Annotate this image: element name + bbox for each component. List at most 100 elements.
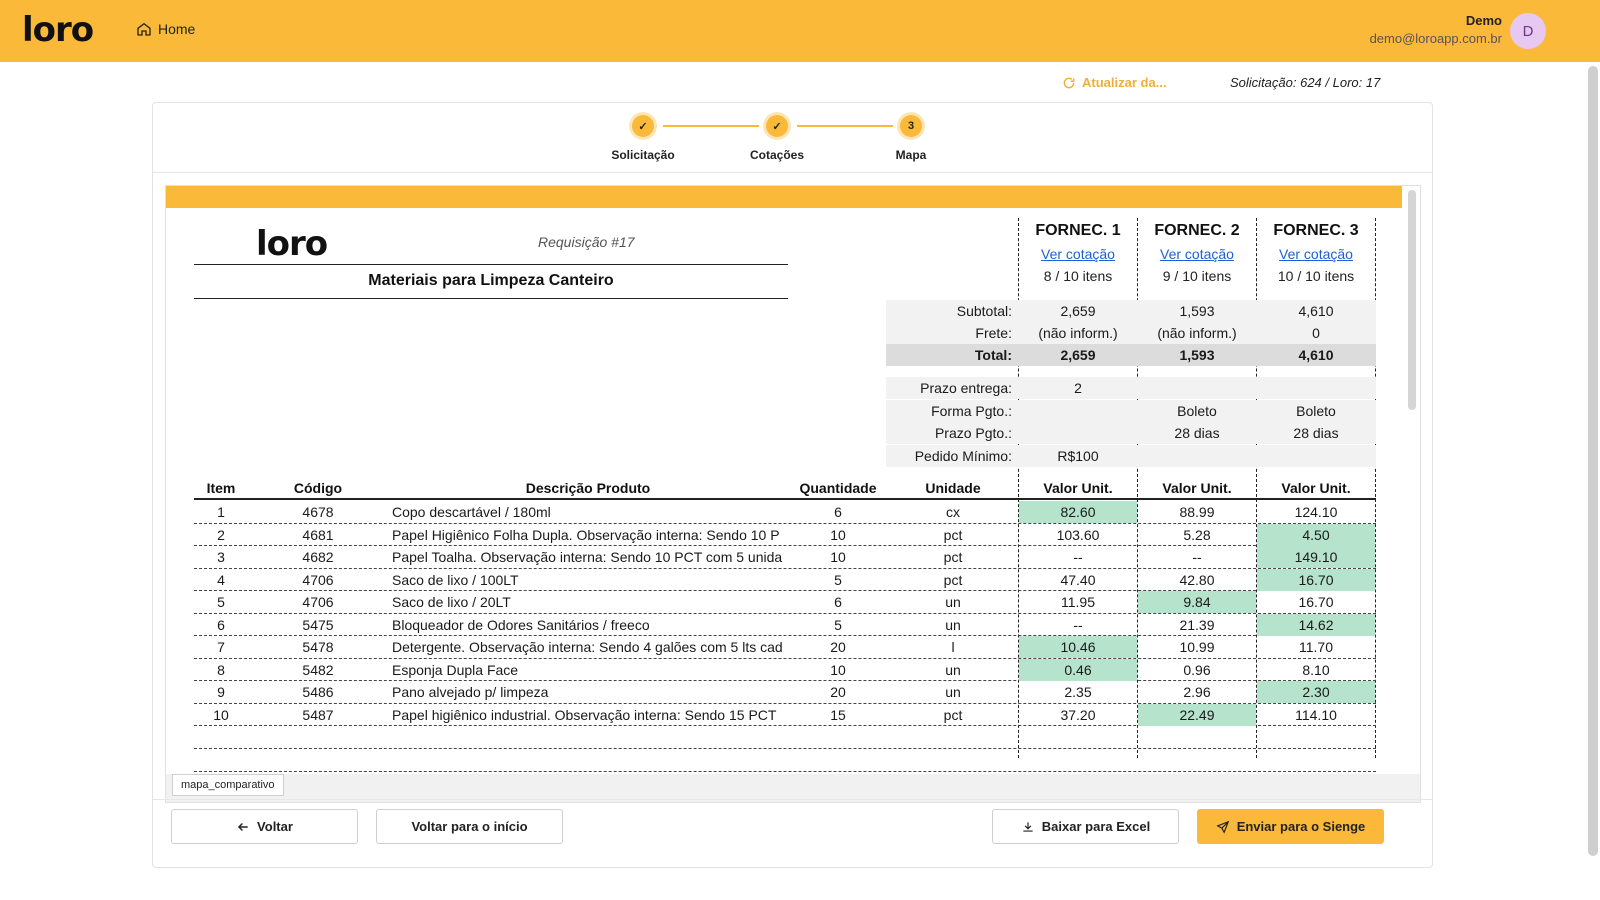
price-supplier-3: 114.10 — [1295, 706, 1337, 723]
send-to-sienge-label: Enviar para o Sienge — [1236, 819, 1366, 834]
item-description: Detergente. Observação interna: Sendo 4 … — [392, 639, 783, 655]
item-description: Papel Toalha. Observação interna: Sendo … — [392, 549, 783, 565]
column-header-price-2: Valor Unit. — [1162, 480, 1232, 496]
item-unit: un — [945, 594, 961, 610]
table-row: 5 4706 Saco de lixo / 20LT 6 un 11.95 9.84 16.7… — [194, 591, 1376, 614]
item-unit: pct — [943, 549, 963, 565]
download-excel-label: Baixar para Excel — [1041, 819, 1151, 834]
sheet-scrollbar[interactable] — [1408, 190, 1416, 410]
price-supplier-2: 0.96 — [1183, 661, 1211, 678]
item-code: 5482 — [302, 661, 334, 678]
price-supplier-1: 47.40 — [1060, 571, 1096, 588]
document-logo: loro — [256, 224, 328, 264]
item-description: Papel Higiênico Folha Dupla. Observação … — [392, 526, 780, 543]
back-button[interactable]: Voltar — [171, 809, 358, 844]
summary-label: Forma Pgto.: — [931, 403, 1012, 419]
summary-label: Subtotal: — [956, 303, 1012, 319]
app-logo[interactable]: loro — [22, 10, 94, 50]
supplier-name: FORNEC. 2 — [1154, 222, 1240, 239]
view-quote-link[interactable]: Ver cotação — [1160, 246, 1234, 262]
item-number: 5 — [217, 594, 225, 610]
item-number: 7 — [217, 639, 225, 655]
item-quantity: 10 — [830, 526, 846, 543]
column-header-price-1: Valor Unit. — [1043, 480, 1113, 496]
summary-value: 2,659 — [1060, 303, 1096, 319]
item-unit: l — [951, 639, 955, 655]
item-unit: pct — [943, 526, 963, 543]
price-supplier-3: 2.30 — [1257, 681, 1375, 703]
summary-value: 2,659 — [1060, 347, 1096, 363]
download-excel-button[interactable]: Baixar para Excel — [992, 809, 1179, 844]
back-to-start-button[interactable]: Voltar para o início — [376, 809, 563, 844]
step-solicitacao[interactable]: ✓ Solicitação — [593, 115, 693, 162]
table-row: 7 5478 Detergente. Observação interna: Sen… — [194, 636, 1376, 659]
summary-label: Pedido Mínimo: — [914, 448, 1012, 464]
item-code: 5475 — [302, 616, 334, 633]
sheet-tab-bar: mapa_comparativo — [166, 774, 1420, 802]
step-cotacoes[interactable]: ✓ Cotações — [727, 115, 827, 162]
column-header-item: Item — [206, 480, 236, 496]
summary-value: Boleto — [1296, 403, 1336, 419]
summary-payment-method: Forma Pgto.: Boleto Boleto — [886, 400, 1376, 422]
item-number: 10 — [213, 706, 229, 723]
sheet-tab[interactable]: mapa_comparativo — [172, 774, 284, 796]
summary-value: 1,593 — [1179, 347, 1215, 363]
step-connector — [797, 125, 893, 127]
table-row: 3 4682 Papel Toalha. Observação interna: S… — [194, 546, 1376, 569]
item-quantity: 5 — [834, 616, 842, 633]
top-bar: loro Home Demo demo@loroapp.com.br D — [0, 0, 1600, 62]
page-scrollbar[interactable] — [1588, 66, 1598, 856]
summary-value: 1,593 — [1179, 303, 1215, 319]
price-supplier-3: 4.50 — [1257, 523, 1375, 546]
price-supplier-2: 9.84 — [1138, 591, 1256, 613]
avatar[interactable]: D — [1510, 13, 1546, 49]
price-supplier-2: 2.96 — [1183, 684, 1211, 700]
refresh-button[interactable]: Atualizar da... — [1062, 75, 1167, 90]
item-description: Saco de lixo / 20LT — [392, 594, 511, 610]
back-to-start-label: Voltar para o início — [411, 819, 528, 834]
step-mapa[interactable]: 3 Mapa — [861, 115, 961, 162]
summary-value: 0 — [1312, 325, 1320, 341]
item-quantity: 10 — [830, 661, 846, 678]
arrow-left-icon — [237, 822, 248, 831]
table-row: 2 4681 Papel Higiênico Folha Dupla. Observ… — [194, 523, 1376, 546]
document-title: Materiais para Limpeza Canteiro — [368, 272, 614, 289]
price-supplier-1: 0.46 — [1019, 658, 1137, 681]
item-unit: un — [945, 684, 961, 700]
home-link[interactable]: Home — [136, 21, 195, 37]
item-quantity: 6 — [834, 594, 842, 610]
summary-label: Frete: — [975, 325, 1012, 341]
item-number: 8 — [217, 661, 225, 678]
item-unit: un — [945, 616, 961, 633]
price-supplier-2: 21.39 — [1179, 616, 1215, 633]
summary-value: (não inform.) — [1157, 325, 1237, 341]
price-supplier-2: 42.80 — [1179, 571, 1215, 588]
summary-value: 4,610 — [1298, 303, 1334, 319]
step-connector — [663, 125, 759, 127]
download-icon — [1023, 821, 1033, 832]
summary-delivery: Prazo entrega: 2 — [886, 377, 1376, 399]
step-check-icon: ✓ — [632, 115, 654, 137]
summary-min-order: Pedido Mínimo: R$100 — [886, 445, 1376, 467]
supplier-header-3: FORNEC. 3 Ver cotação 10 / 10 itens — [1257, 222, 1375, 284]
step-label: Mapa — [895, 148, 927, 162]
item-code: 4706 — [302, 594, 334, 610]
column-header-description: Descrição Produto — [525, 480, 651, 496]
price-supplier-1: 103.60 — [1056, 526, 1100, 543]
step-number: 3 — [900, 115, 922, 137]
send-to-sienge-button[interactable]: Enviar para o Sienge — [1197, 809, 1384, 844]
summary-value: 28 dias — [1293, 425, 1339, 441]
header-divider — [194, 498, 1376, 500]
table-row: 1 4678 Copo descartável / 180ml 6 cx 82.60 88.… — [194, 501, 1376, 524]
item-code: 4706 — [302, 571, 334, 588]
item-code: 5487 — [302, 706, 334, 723]
spreadsheet-view[interactable]: loro Requisição #17 Materiais para Limpe… — [165, 185, 1421, 803]
item-quantity: 6 — [834, 504, 842, 520]
view-quote-link[interactable]: Ver cotação — [1279, 246, 1353, 262]
item-description: Bloqueador de Odores Sanitários / freeco — [392, 616, 650, 633]
price-supplier-2: 88.99 — [1179, 504, 1215, 520]
item-quantity: 20 — [830, 639, 846, 655]
view-quote-link[interactable]: Ver cotação — [1041, 246, 1115, 262]
price-supplier-1: 10.46 — [1019, 636, 1137, 658]
back-label: Voltar — [257, 819, 293, 834]
